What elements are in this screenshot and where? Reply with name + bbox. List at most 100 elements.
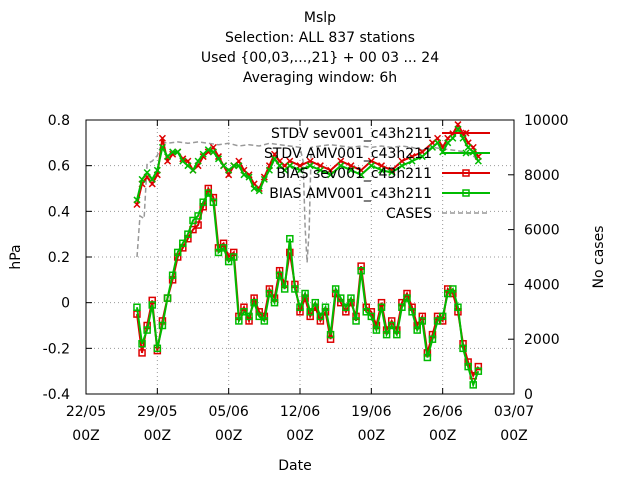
y2-tick-label: 4000 [524, 277, 560, 293]
data-point [459, 344, 467, 353]
data-point [387, 321, 396, 330]
x-tick-label-date: 29/05 [137, 404, 177, 420]
data-point [138, 340, 146, 348]
x-axis-label: Date [278, 458, 311, 474]
data-point [423, 353, 432, 362]
data-point [347, 294, 355, 302]
data-point [240, 303, 248, 311]
y-tick-label: -0.4 [43, 387, 70, 403]
data-point [291, 285, 299, 293]
y-tick-label: 0.8 [48, 113, 70, 129]
data-point [235, 162, 243, 170]
data-point [434, 139, 442, 147]
data-point [413, 326, 421, 334]
data-point [464, 362, 472, 371]
data-point [163, 294, 172, 302]
data-point [250, 184, 258, 193]
data-point [158, 134, 166, 142]
data-point [194, 212, 202, 220]
data-point [169, 148, 177, 156]
legend-marker [462, 149, 470, 157]
x-tick-label-hour: 00Z [286, 428, 313, 444]
data-point [362, 308, 370, 316]
data-point [337, 162, 345, 170]
x-tick-label-hour: 00Z [144, 428, 171, 444]
data-point [153, 344, 162, 353]
data-point [306, 162, 314, 170]
data-point [326, 335, 335, 343]
data-point [214, 155, 223, 163]
data-point [189, 166, 197, 174]
data-point [138, 175, 146, 183]
data-point [296, 303, 304, 311]
data-point [382, 330, 391, 339]
data-point [245, 312, 253, 321]
data-point [184, 230, 192, 238]
data-point [311, 298, 320, 307]
data-point [275, 271, 284, 280]
x-tick-label-hour: 00Z [215, 428, 242, 444]
data-point [439, 148, 447, 156]
series-line [136, 140, 479, 263]
data-point [367, 312, 376, 321]
data-point [316, 166, 324, 174]
data-point [331, 285, 340, 293]
data-point [173, 248, 182, 257]
data-point [459, 134, 467, 142]
data-point [230, 162, 238, 170]
y-axis-label: hPa [8, 244, 24, 269]
data-point [265, 166, 273, 174]
data-point [209, 198, 218, 206]
data-point [230, 248, 238, 257]
y-tick-label: 0.4 [48, 204, 70, 220]
x-tick-label-hour: 00Z [500, 428, 527, 444]
series-layer [133, 121, 483, 389]
data-point [214, 248, 223, 257]
y2-tick-label: 0 [524, 387, 533, 403]
data-point [148, 296, 156, 305]
y-tick-label: 0.6 [48, 159, 70, 175]
series-4 [136, 140, 479, 263]
x-tick-label-date: 12/06 [280, 404, 320, 420]
chart-title: Mslp [303, 10, 337, 26]
data-point [444, 285, 452, 293]
data-point [316, 312, 325, 321]
y2-axis-label: No cases [591, 226, 607, 289]
data-point [357, 171, 365, 179]
data-point [153, 166, 161, 174]
data-point [306, 308, 314, 316]
data-point [357, 266, 365, 275]
x-tick-label-hour: 00Z [72, 428, 99, 444]
data-point [469, 381, 477, 389]
series-3 [133, 189, 483, 389]
data-point [408, 308, 416, 316]
data-point [250, 298, 258, 307]
data-point [474, 367, 483, 375]
series-line [136, 191, 480, 389]
legend-label: STDV AMV001_c43h211 [264, 146, 432, 162]
data-point [388, 168, 396, 177]
data-point [428, 335, 437, 343]
legend-label: BIAS AMV001_c43h211 [269, 186, 432, 202]
chart-subtitle-selection: Selection: ALL 837 stations [225, 30, 415, 46]
y-tick-label: 0.2 [48, 250, 70, 266]
data-point [219, 239, 228, 248]
data-point [219, 244, 228, 252]
legend-marker [462, 129, 470, 137]
data-point [286, 234, 294, 243]
data-point [474, 362, 483, 371]
data-point [204, 189, 213, 197]
data-point [418, 317, 427, 325]
y2-tick-label: 2000 [524, 332, 560, 348]
data-point [230, 253, 238, 261]
data-point [224, 257, 233, 266]
data-point [326, 330, 335, 339]
data-point [357, 262, 365, 270]
x-tick-label-date: 26/06 [422, 404, 462, 420]
data-point [143, 326, 151, 334]
data-point [433, 312, 442, 321]
legend-label: BIAS sev001_c43h211 [276, 166, 432, 182]
data-point [377, 166, 386, 174]
data-point [240, 171, 248, 179]
axis-ticks: -0.4 -0.2 0 0.2 0.4 0.6 0.8 0 2000 4000 6000 8000 10… [43, 113, 569, 444]
